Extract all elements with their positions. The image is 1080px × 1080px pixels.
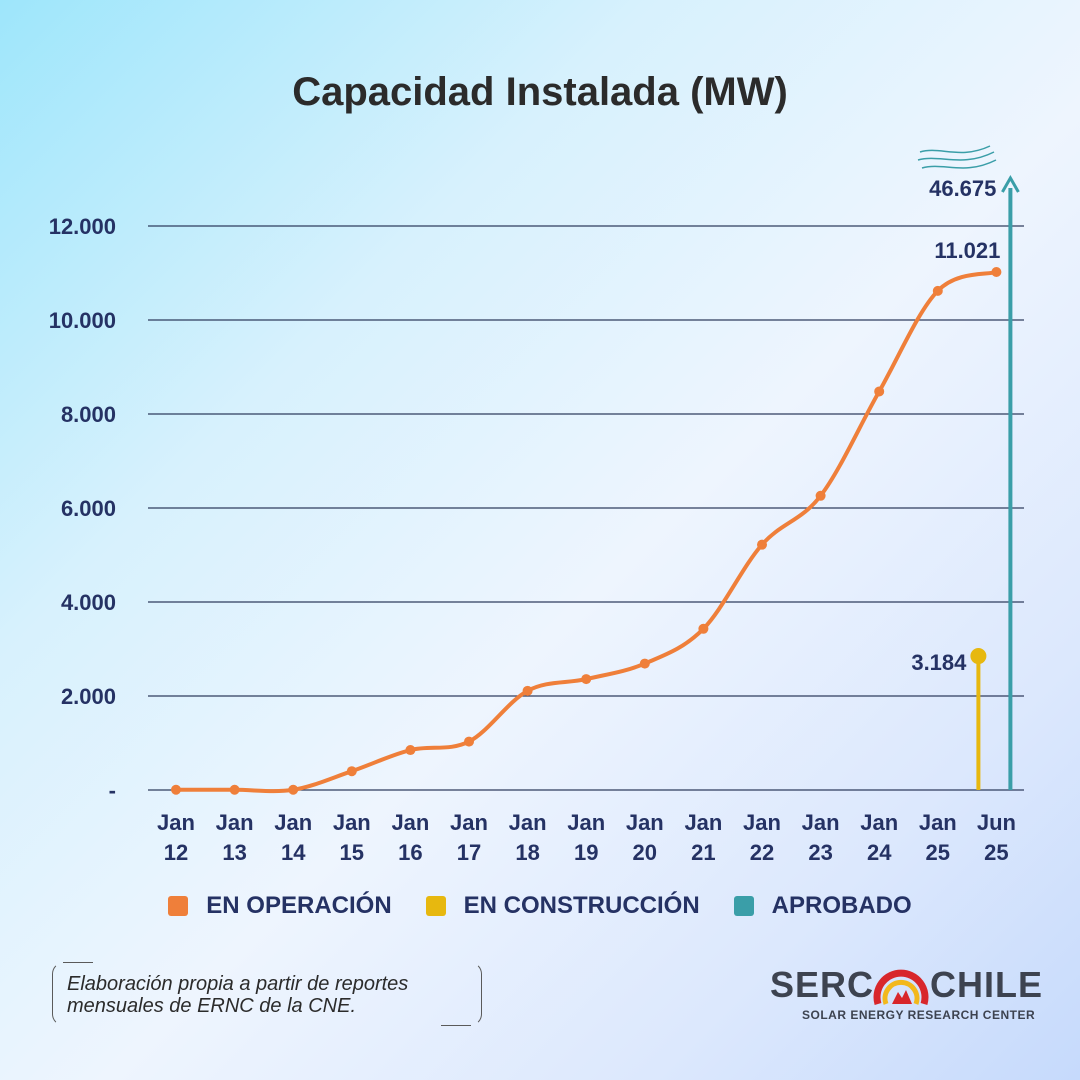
x-tick-label: 17 bbox=[457, 840, 481, 865]
operation-point bbox=[874, 386, 885, 397]
operation-point bbox=[522, 685, 533, 696]
x-tick-label: 25 bbox=[984, 840, 1008, 865]
x-tick-label: Jan bbox=[802, 810, 840, 835]
serc-chile-logo: SERC CHILE SOLAR ENERGY RESEARCH CENTER bbox=[770, 950, 1043, 1030]
x-tick-label: Jan bbox=[684, 810, 722, 835]
x-tick-label: Jan bbox=[860, 810, 898, 835]
x-tick-label: 12 bbox=[164, 840, 188, 865]
chart-title: Capacidad Instalada (MW) bbox=[292, 70, 788, 114]
footnote-line-1: Elaboración propia a partir de reportes bbox=[67, 973, 409, 995]
approved-arrow-head bbox=[1001, 174, 1020, 193]
y-tick-label: 8.000 bbox=[61, 402, 116, 427]
legend-swatch-construccion bbox=[425, 896, 446, 916]
y-tick-label: 4.000 bbox=[61, 590, 116, 615]
x-tick-label: Jan bbox=[743, 810, 781, 835]
y-tick-label: 10.000 bbox=[49, 308, 116, 333]
operation-point bbox=[698, 623, 709, 634]
x-axis-ticks: Jan 12 Jan 13 Jan 14 Jan 15 Jan 16 Jan 17 Jan 18 Jan 19… bbox=[157, 810, 1016, 865]
legend: EN OPERACIÓN EN CONSTRUCCIÓN APROBADO bbox=[0, 892, 1080, 920]
x-tick-label: Jan bbox=[216, 810, 254, 835]
operation-line bbox=[175, 270, 998, 794]
operation-point bbox=[288, 784, 299, 795]
operation-point bbox=[639, 658, 650, 669]
logo-subtitle: SOLAR ENERGY RESEARCH CENTER bbox=[802, 1008, 1036, 1022]
source-footnote: Elaboración propia a partir de reportes … bbox=[52, 962, 482, 1026]
operation-point bbox=[346, 766, 357, 777]
x-tick-label: Jan bbox=[391, 810, 429, 835]
legend-item-operacion: EN OPERACIÓN bbox=[168, 892, 392, 920]
legend-swatch-aprobado bbox=[733, 896, 754, 916]
operation-point bbox=[581, 674, 592, 685]
x-tick-label: 25 bbox=[926, 840, 950, 865]
x-tick-label: 24 bbox=[867, 840, 892, 865]
operation-point bbox=[932, 285, 943, 296]
operation-point bbox=[171, 784, 181, 795]
x-tick-label: 22 bbox=[750, 840, 774, 865]
x-tick-label: 16 bbox=[398, 840, 422, 865]
grid-lines bbox=[148, 225, 1024, 791]
legend-item-construccion: EN CONSTRUCCIÓN bbox=[425, 892, 700, 920]
x-tick-label: Jan bbox=[274, 810, 312, 835]
x-tick-label: Jan bbox=[567, 810, 605, 835]
operation-point bbox=[229, 784, 240, 795]
x-tick-label: 13 bbox=[222, 840, 246, 865]
x-tick-label: Jan bbox=[333, 810, 371, 835]
operation-point bbox=[405, 745, 416, 756]
x-tick-label: Jan bbox=[626, 810, 664, 835]
x-tick-label: 15 bbox=[340, 840, 364, 865]
axis-break-wave bbox=[921, 159, 997, 169]
legend-label-aprobado: APROBADO bbox=[771, 892, 912, 919]
operation-point bbox=[757, 539, 767, 550]
operation-point bbox=[815, 490, 826, 501]
y-axis-ticks: - 2.000 4.000 6.000 8.000 10.000 12.000 bbox=[49, 214, 116, 803]
y-tick-label: 2.000 bbox=[61, 684, 116, 709]
legend-item-aprobado: APROBADO bbox=[733, 892, 912, 920]
operation-point bbox=[991, 267, 1002, 278]
operation-point bbox=[464, 736, 474, 747]
x-tick-label: 23 bbox=[808, 840, 832, 865]
x-tick-label: Jan bbox=[919, 810, 957, 835]
construction-label: 3.184 bbox=[911, 650, 967, 675]
x-tick-label: Jun bbox=[977, 810, 1016, 835]
y-tick-label: 6.000 bbox=[61, 496, 116, 521]
x-tick-label: Jan bbox=[509, 810, 547, 835]
vertical-markers bbox=[917, 145, 1020, 790]
axis-break-wave bbox=[917, 151, 995, 161]
sun-logo-icon bbox=[873, 969, 929, 1005]
operation-series bbox=[171, 267, 1002, 795]
logo-word-serc: SERC bbox=[770, 964, 875, 1005]
x-tick-label: Jan bbox=[450, 810, 488, 835]
y-tick-label: - bbox=[109, 778, 116, 803]
x-tick-label: 20 bbox=[633, 840, 657, 865]
y-tick-label: 12.000 bbox=[49, 214, 116, 239]
legend-swatch-operacion bbox=[168, 896, 189, 916]
x-tick-label: 21 bbox=[691, 840, 715, 865]
logo-word-chile: CHILE bbox=[930, 964, 1043, 1005]
axis-break-wave bbox=[919, 145, 991, 154]
value-labels: 11.021 3.184 46.675 bbox=[911, 176, 1000, 675]
x-tick-label: 19 bbox=[574, 840, 598, 865]
operation-end-label: 11.021 bbox=[934, 238, 1000, 263]
x-tick-label: Jan bbox=[157, 810, 195, 835]
footnote-line-2: mensuales de ERNC de la CNE. bbox=[67, 995, 357, 1017]
x-tick-label: 14 bbox=[281, 840, 306, 865]
construction-point bbox=[970, 648, 987, 665]
approved-label: 46.675 bbox=[929, 176, 996, 201]
legend-label-operacion: EN OPERACIÓN bbox=[206, 892, 392, 919]
legend-label-construccion: EN CONSTRUCCIÓN bbox=[463, 892, 700, 919]
x-tick-label: 18 bbox=[515, 840, 539, 865]
